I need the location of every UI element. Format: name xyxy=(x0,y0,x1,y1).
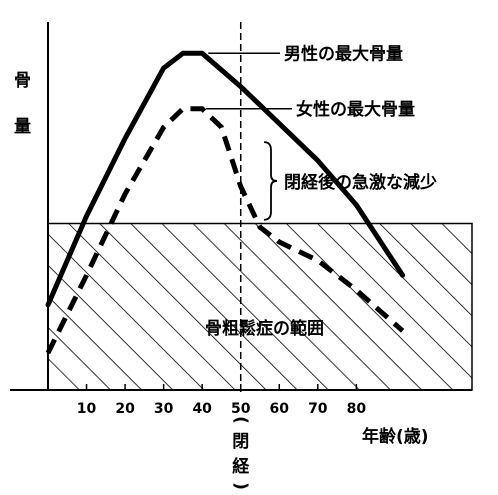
y-axis-label-char-2: 量 xyxy=(14,116,31,137)
menopause-label-char: 経 xyxy=(232,456,250,477)
menopause-label: ( 閉経) xyxy=(231,416,251,490)
x-tick-label: 20 xyxy=(115,401,135,417)
series-line-male xyxy=(45,50,406,308)
osteoporosis-range-label: 骨粗鬆症の範囲 xyxy=(205,318,324,339)
x-tick-label: 50 xyxy=(231,401,251,417)
osteoporosis-range-region xyxy=(47,222,473,391)
menopause-label-char: ) xyxy=(231,482,251,490)
series-line-female xyxy=(45,106,405,355)
x-tick-label: 10 xyxy=(77,401,97,417)
menopause-label-char: ( xyxy=(231,416,251,424)
y-axis-label-char-1: 骨 xyxy=(14,71,31,91)
decline-brace xyxy=(263,141,278,221)
menopause-label-char: 閉 xyxy=(232,432,249,452)
x-tick-label: 70 xyxy=(308,401,328,417)
annotation-postmenopause-decline: 閉経後の急激な減少 xyxy=(284,172,437,193)
x-tick-label: 60 xyxy=(270,401,290,417)
x-axis-ticks: 10 20 30 40 50 60 70 80 xyxy=(77,384,367,417)
x-tick-label: 40 xyxy=(192,401,212,417)
x-tick-label: 80 xyxy=(347,401,367,417)
annotation-female-peak: 女性の最大骨量 xyxy=(296,99,415,120)
annotation-male-peak: 男性の最大骨量 xyxy=(284,43,403,64)
x-axis-label: 年齢(歳) xyxy=(362,426,429,447)
x-tick-label: 30 xyxy=(154,401,174,417)
